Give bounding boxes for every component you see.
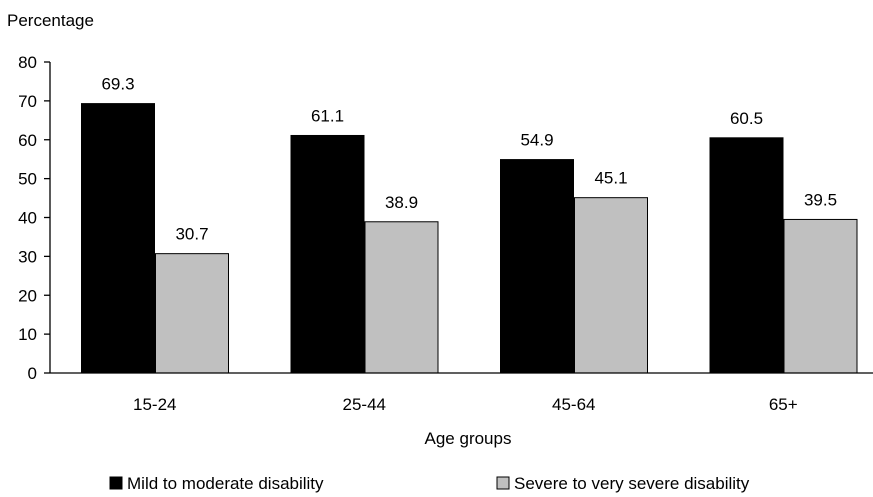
bar-series-2 — [155, 253, 229, 374]
y-tick-label: 30 — [18, 247, 37, 266]
y-tick-label: 70 — [18, 92, 37, 111]
bar-value-label: 61.1 — [311, 106, 344, 125]
bar-value-label: 38.9 — [385, 193, 418, 212]
y-tick-label: 0 — [28, 364, 37, 383]
y-tick-label: 80 — [18, 53, 37, 72]
legend-swatch-series-1 — [109, 476, 123, 490]
x-category-label: 45-64 — [552, 395, 595, 414]
bars — [81, 103, 858, 374]
x-category-label: 15-24 — [133, 395, 176, 414]
bar-series-1 — [81, 103, 155, 374]
bar-series-1 — [290, 134, 365, 374]
bar-series-1 — [500, 159, 574, 374]
legend: Mild to moderate disability Severe to ve… — [109, 474, 750, 493]
bar-value-label: 54.9 — [520, 131, 553, 150]
bar-series-2 — [364, 221, 439, 374]
y-tick-label: 10 — [18, 325, 37, 344]
bar-value-label: 45.1 — [594, 169, 627, 188]
legend-label-series-2: Severe to very severe disability — [514, 474, 750, 493]
bar-value-label: 69.3 — [101, 75, 134, 94]
bar-value-label: 60.5 — [730, 109, 763, 128]
y-axis-title: Percentage — [7, 11, 94, 30]
data-labels: 69.3 30.7 61.1 38.9 54.9 45.1 60.5 39.5 — [101, 75, 837, 244]
y-tick-label: 60 — [18, 131, 37, 150]
bar-series-1 — [709, 137, 784, 374]
legend-swatch-series-2 — [496, 476, 510, 490]
legend-label-series-1: Mild to moderate disability — [127, 474, 324, 493]
bar-value-label: 39.5 — [804, 190, 837, 209]
y-tick-label: 40 — [18, 209, 37, 228]
x-category-label: 25-44 — [343, 395, 386, 414]
x-axis-categories: 15-24 25-44 45-64 65+ — [133, 395, 798, 414]
bar-series-2 — [574, 197, 648, 374]
x-axis-title: Age groups — [425, 429, 512, 448]
bar-series-2 — [783, 218, 858, 374]
y-axis-ticks: 0 10 20 30 40 50 60 70 80 — [18, 53, 50, 383]
bar-value-label: 30.7 — [175, 225, 208, 244]
y-tick-label: 20 — [18, 286, 37, 305]
x-category-label: 65+ — [769, 395, 798, 414]
y-tick-label: 50 — [18, 170, 37, 189]
